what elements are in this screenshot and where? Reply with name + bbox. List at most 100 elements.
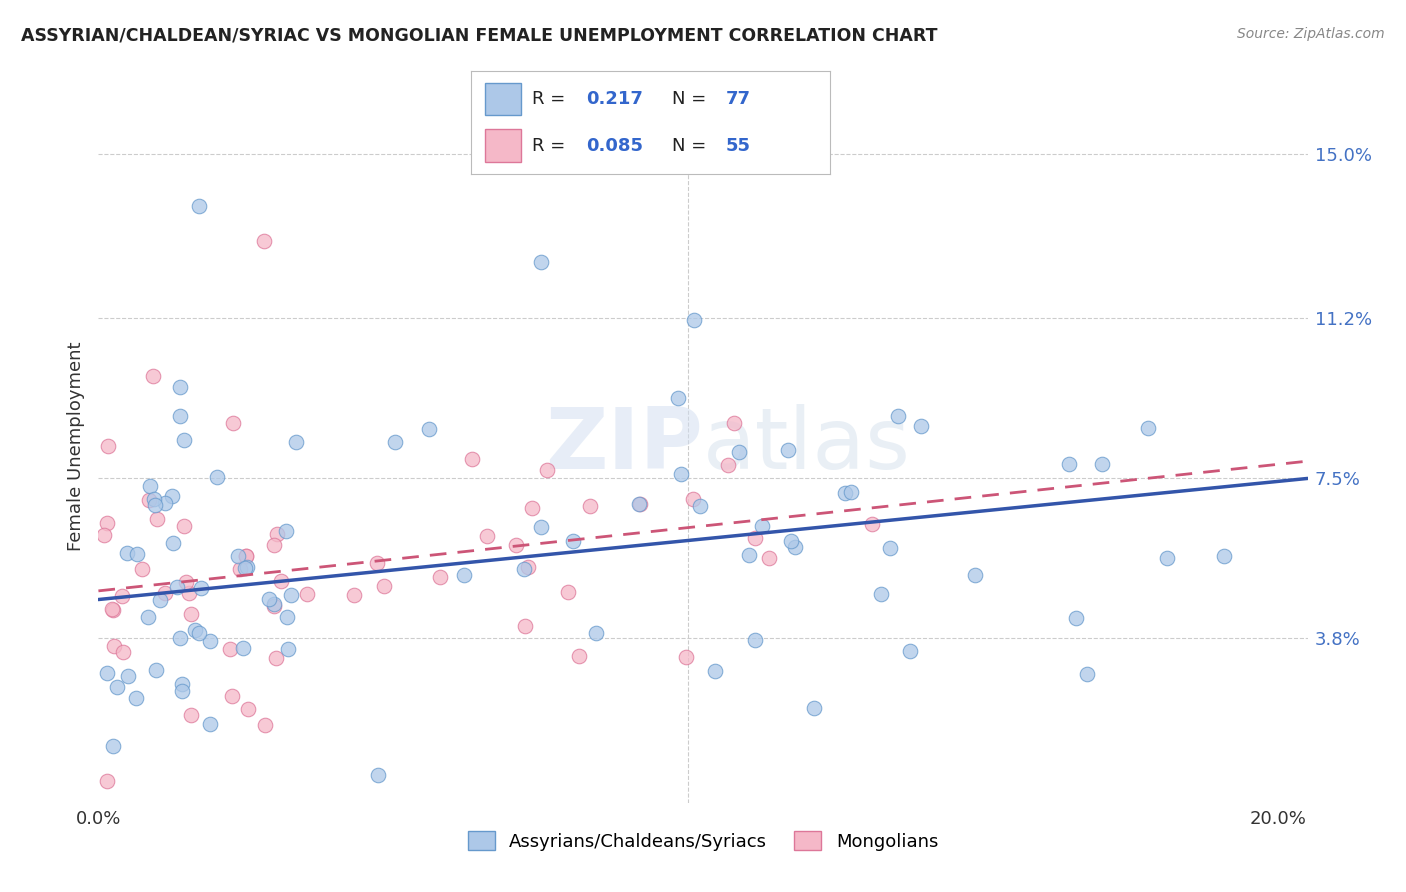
Point [585, 626, 607, 640]
Point [226, 549, 249, 563]
Point [263, 538, 285, 552]
Point [169, 409, 191, 423]
Point [97, 439, 120, 453]
Point [803, 700, 825, 714]
Point [173, 433, 195, 447]
Text: ASSYRIAN/CHALDEAN/SYRIAC VS MONGOLIAN FEMALE UNEMPLOYMENT CORRELATION CHART: ASSYRIAN/CHALDEAN/SYRIAC VS MONGOLIAN FE… [21, 27, 938, 45]
Point [131, 562, 153, 576]
Point [343, 588, 366, 602]
Point [744, 632, 766, 647]
Point [142, 491, 165, 506]
Point [96, 516, 118, 530]
Point [169, 380, 191, 394]
Text: N =: N = [672, 90, 711, 108]
Point [103, 639, 125, 653]
Point [384, 434, 406, 449]
Point [143, 498, 166, 512]
Point [236, 560, 259, 574]
Point [367, 768, 389, 782]
Point [184, 623, 207, 637]
Point [517, 560, 540, 574]
Point [520, 501, 543, 516]
Text: R =: R = [531, 90, 571, 108]
Point [174, 574, 197, 589]
Text: 55: 55 [725, 137, 751, 155]
Point [277, 642, 299, 657]
Point [263, 599, 285, 613]
Point [101, 602, 124, 616]
Point [252, 234, 274, 248]
Legend: Assyrians/Chaldeans/Syriacs, Mongolians: Assyrians/Chaldeans/Syriacs, Mongolians [461, 824, 945, 858]
Point [145, 663, 167, 677]
Point [263, 597, 285, 611]
Point [530, 255, 553, 269]
Point [628, 497, 651, 511]
Point [136, 609, 159, 624]
Point [93, 528, 115, 542]
Point [270, 574, 292, 589]
Point [111, 590, 134, 604]
Point [187, 199, 209, 213]
Point [190, 582, 212, 596]
Text: Source: ZipAtlas.com: Source: ZipAtlas.com [1237, 27, 1385, 41]
Point [689, 499, 711, 513]
Point [187, 626, 209, 640]
Point [703, 664, 725, 678]
Point [160, 489, 183, 503]
Point [173, 519, 195, 533]
Point [780, 534, 803, 549]
Point [253, 718, 276, 732]
Point [834, 486, 856, 500]
Text: 0.217: 0.217 [586, 90, 643, 108]
Point [1076, 666, 1098, 681]
Point [276, 610, 298, 624]
Point [200, 716, 222, 731]
Text: ZIP: ZIP [546, 404, 703, 488]
Point [169, 631, 191, 645]
Point [170, 683, 193, 698]
Point [200, 634, 222, 648]
Point [235, 561, 257, 575]
Point [963, 567, 986, 582]
Bar [485, 83, 522, 115]
Point [236, 702, 259, 716]
Point [513, 561, 536, 575]
Point [235, 549, 257, 563]
Point [101, 603, 124, 617]
Point [155, 585, 177, 599]
Point [561, 533, 583, 548]
Point [274, 524, 297, 538]
Point [682, 491, 704, 506]
Point [219, 641, 242, 656]
Point [513, 619, 536, 633]
Point [683, 313, 706, 327]
Point [869, 587, 891, 601]
Point [153, 496, 176, 510]
Point [228, 562, 250, 576]
Text: atlas: atlas [703, 404, 911, 488]
Point [295, 586, 318, 600]
Point [579, 499, 602, 513]
Point [910, 418, 932, 433]
Point [257, 592, 280, 607]
Point [373, 579, 395, 593]
Point [105, 680, 128, 694]
Point [751, 518, 773, 533]
Point [461, 451, 484, 466]
Point [149, 592, 172, 607]
Point [180, 708, 202, 723]
Point [1213, 549, 1236, 563]
Point [1136, 421, 1159, 435]
Point [1091, 458, 1114, 472]
Point [505, 537, 527, 551]
Point [536, 463, 558, 477]
Point [778, 443, 800, 458]
Point [141, 368, 163, 383]
Point [166, 580, 188, 594]
Point [205, 469, 228, 483]
Point [862, 517, 884, 532]
Point [1156, 550, 1178, 565]
Point [232, 641, 254, 656]
Point [758, 551, 780, 566]
Point [898, 644, 921, 658]
